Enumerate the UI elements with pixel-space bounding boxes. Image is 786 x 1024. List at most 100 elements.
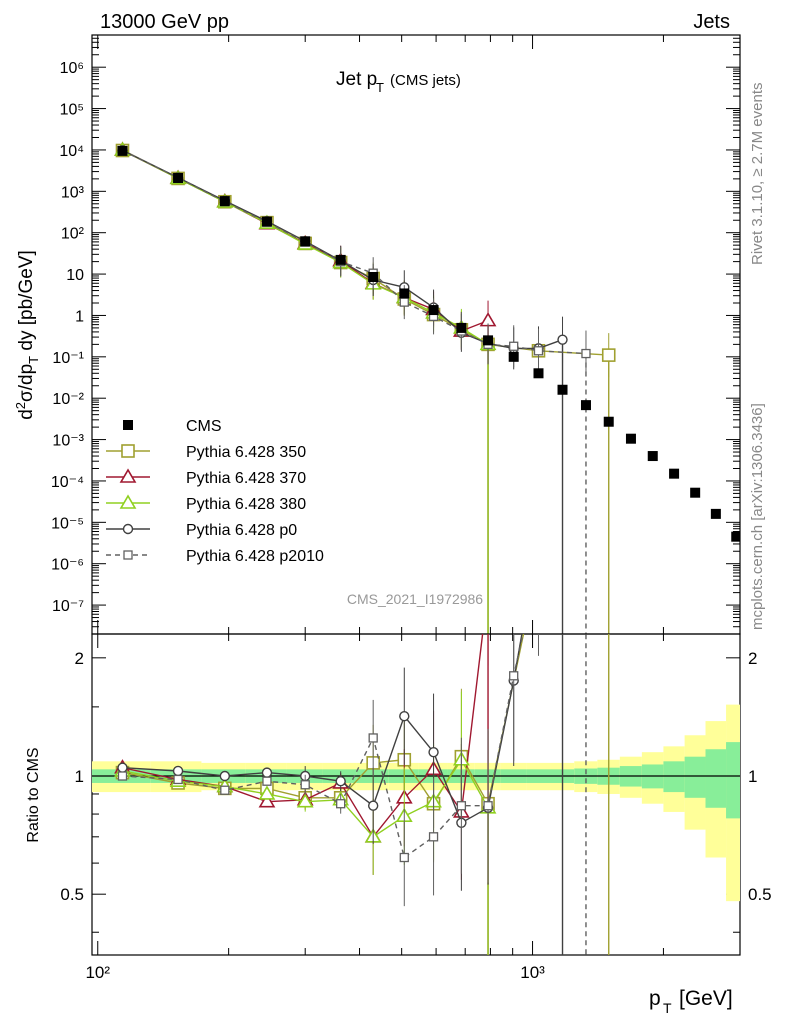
cms-point — [690, 487, 701, 498]
ratio-point — [582, 279, 590, 287]
legend-entry: Pythia 6.428 p0 — [106, 522, 297, 539]
x-axis-label-unit: [GeV] — [679, 987, 733, 1010]
cms-point — [428, 305, 439, 316]
y-tick-label: 10⁴ — [59, 143, 84, 160]
x-axis-label-sub: T — [663, 1000, 672, 1016]
ratio-line — [122, 634, 524, 859]
cms-point — [669, 468, 680, 479]
legend-entry: Pythia 6.428 p2010 — [106, 548, 324, 565]
x-tick-label: 10³ — [520, 963, 545, 982]
y-tick-label: 10⁻² — [52, 391, 84, 408]
cms-point — [368, 271, 379, 282]
main-data — [114, 141, 740, 634]
series-point — [557, 334, 568, 345]
ratio-point — [261, 767, 273, 778]
cms-point — [300, 236, 311, 247]
cms-point — [557, 384, 568, 395]
cms-point — [580, 400, 591, 411]
series-point — [509, 341, 519, 351]
plot-title-main: Jet p — [336, 69, 377, 90]
ratio-point — [428, 746, 439, 758]
cms-point — [731, 531, 740, 542]
legend-entry: Pythia 6.428 370 — [106, 468, 306, 487]
legend-entry: CMS — [123, 418, 222, 435]
cms-point — [483, 335, 494, 346]
legend-label: Pythia 6.428 380 — [186, 496, 306, 513]
cms-point — [710, 508, 721, 519]
ratio-point — [368, 733, 378, 743]
ratio-series-2 — [114, 691, 497, 955]
legend-marker — [121, 444, 135, 458]
y-tick-label: 10⁻⁶ — [51, 557, 84, 574]
ratio-point — [300, 780, 310, 790]
y-tick-label: 10 — [66, 267, 84, 284]
series-point — [399, 297, 409, 307]
ratio-series-1 — [114, 634, 489, 955]
ratio-point — [534, 535, 543, 544]
legend-entry: Pythia 6.428 380 — [106, 494, 306, 513]
y-tick-label: 10³ — [61, 184, 85, 201]
cms-points — [117, 145, 740, 542]
header-right: Jets — [693, 11, 730, 33]
cms-uncertainty-band-inner — [684, 756, 706, 798]
ratio-tick-label: 2 — [748, 649, 757, 668]
cms-point — [603, 416, 614, 427]
ratio-line — [122, 634, 523, 824]
ratio-point — [117, 762, 128, 773]
series-point — [581, 348, 591, 359]
cms-point — [335, 254, 346, 265]
series-line — [122, 150, 587, 355]
y-tick-label: 1 — [75, 308, 84, 325]
plot-title: Jet p T (CMS jets) — [336, 69, 461, 95]
ratio-point — [172, 765, 184, 777]
main-plot: 10⁻⁷ 10⁻⁶ 10⁻⁵ 10⁻⁴ 10⁻³ 10⁻² 10⁻¹ 1 10 10² 10³ 10⁴… — [51, 34, 741, 635]
ratio-point — [219, 770, 231, 782]
legend: CMS Pythia 6.428 350 Pythia 6.428 370 Pythi… — [106, 418, 324, 565]
ratio-point — [262, 776, 272, 786]
ratio-point — [483, 801, 493, 811]
ratio-series-4 — [117, 279, 590, 955]
legend-marker — [119, 494, 137, 509]
cms-point — [173, 172, 184, 183]
ratio-plot: 10² 10³ 0.5 0.5 1 1 2 2 — [60, 141, 772, 982]
cms-point — [117, 145, 128, 156]
ratio-point — [603, 141, 615, 153]
ratio-tick-label: 1 — [748, 767, 757, 786]
cms-point — [399, 288, 410, 299]
ratio-tick-label: 1 — [75, 767, 84, 786]
ratio-point — [258, 793, 276, 808]
series-point — [601, 348, 616, 362]
rivet-label: Rivet 3.1.10, ≥ 2.7M events — [749, 83, 766, 266]
legend-marker — [123, 420, 133, 430]
y-tick-label: 10⁻¹ — [52, 350, 84, 367]
cms-point — [647, 451, 658, 462]
legend-label: Pythia 6.428 370 — [186, 470, 306, 487]
ratio-point — [399, 852, 409, 863]
ratio-point — [335, 776, 346, 787]
legend-label: CMS — [186, 418, 222, 435]
header-left: 13000 GeV pp — [100, 11, 229, 33]
ratio-tick-label: 0.5 — [748, 885, 772, 904]
ratio-point — [532, 556, 544, 568]
ratio-point — [173, 774, 183, 785]
ratio-point — [117, 771, 128, 781]
y-tick-label: 10⁻³ — [52, 433, 84, 450]
cms-point — [508, 351, 519, 362]
y-tick-label: 10⁻⁷ — [52, 598, 84, 615]
cms-uncertainty-band-inner — [705, 749, 727, 808]
ratio-point — [399, 711, 410, 722]
y-tick-label: 10⁻⁴ — [51, 474, 84, 491]
x-axis-label: p T [GeV] — [649, 987, 733, 1016]
x-tick-label: 10² — [85, 963, 110, 982]
legend-marker — [119, 468, 137, 483]
ratio-point — [509, 671, 519, 681]
ratio-point — [220, 785, 230, 795]
main-frame — [91, 34, 741, 635]
analysis-id: CMS_2021_I1972986 — [347, 591, 483, 607]
legend-marker — [122, 523, 134, 535]
plot-title-extra: (CMS jets) — [390, 72, 461, 89]
mcplots-label: mcplots.cern.ch [arXiv:1306.3436] — [749, 403, 766, 630]
series-point — [533, 346, 544, 356]
ratio-point — [456, 801, 467, 811]
